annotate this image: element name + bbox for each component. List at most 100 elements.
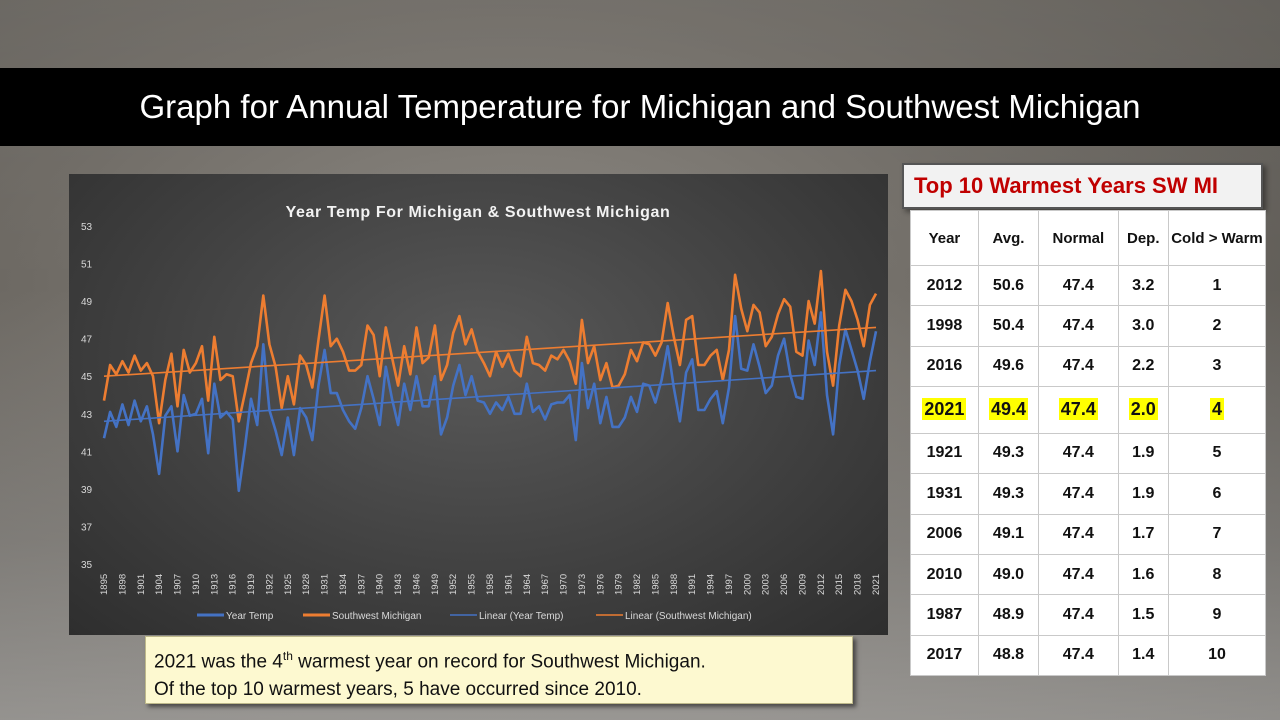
- y-tick-label: 39: [81, 485, 93, 496]
- cell-avg: 49.3: [977, 432, 1040, 475]
- x-tick-label: 1970: [559, 574, 570, 595]
- cell-year: 2012: [910, 264, 979, 307]
- x-tick-label: 1973: [577, 574, 588, 595]
- cell-dep: 1.4: [1117, 634, 1169, 677]
- cell-year: 1987: [910, 594, 979, 636]
- cell-text: 49.3: [992, 444, 1025, 462]
- x-tick-label: 1943: [393, 574, 404, 595]
- cell-text: 2012: [926, 276, 963, 294]
- cell-text: 47.4: [1062, 276, 1094, 294]
- cell-text: 47.4: [1062, 357, 1094, 375]
- series-line-3: [103, 326, 877, 378]
- y-tick-label: 45: [81, 372, 93, 383]
- table-header-row: Year Avg. Normal Dep. Cold > Warm: [910, 210, 1266, 266]
- cell-text: 2017: [926, 646, 963, 664]
- cell-rank: 10: [1168, 634, 1266, 677]
- cell-text: 47.4: [1062, 525, 1094, 543]
- x-tick-label: 1955: [467, 574, 478, 595]
- cell-dep: 2.0: [1117, 386, 1169, 434]
- x-tick-label: 2009: [797, 574, 808, 595]
- line-chart: Year Temp For Michigan & Southwest Michi…: [69, 174, 888, 635]
- page-title: Graph for Annual Temperature for Michiga…: [139, 88, 1141, 125]
- x-tick-label: 1985: [650, 574, 661, 595]
- x-tick-label: 1928: [301, 574, 312, 595]
- chart-svg: Year Temp For Michigan & Southwest Michi…: [81, 204, 882, 622]
- cell-normal: 47.4: [1038, 473, 1119, 515]
- x-tick-label: 1919: [246, 574, 257, 595]
- note-box: 2021 was the 4th warmest year on record …: [145, 636, 853, 704]
- x-tick-label: 1982: [632, 574, 643, 595]
- cell-rank: 4: [1168, 386, 1266, 434]
- cell-text: 2006: [926, 525, 963, 543]
- cell-text: 1.4: [1132, 646, 1155, 664]
- x-tick-label: 1922: [264, 574, 275, 595]
- x-tick-label: 1991: [687, 574, 698, 595]
- header-year: Year: [910, 210, 979, 266]
- cell-avg: 49.6: [977, 345, 1040, 388]
- cell-text: 1987: [926, 605, 963, 623]
- cell-normal: 47.4: [1038, 432, 1119, 475]
- cell-text: 9: [1212, 605, 1222, 623]
- cell-rank: 1: [1168, 264, 1266, 307]
- cell-text: 6: [1212, 484, 1222, 502]
- x-tick-label: 1940: [375, 574, 386, 595]
- y-tick-label: 53: [81, 222, 93, 233]
- cell-text: 8: [1212, 565, 1222, 583]
- cell-year: 1931: [910, 473, 979, 515]
- cell-text: 49.1: [992, 525, 1025, 543]
- x-tick-label: 1907: [173, 574, 184, 595]
- cell-normal: 47.4: [1038, 386, 1119, 434]
- x-tick-label: 1916: [228, 574, 239, 595]
- cell-text: 2.0: [1128, 398, 1158, 421]
- y-tick-label: 49: [81, 297, 93, 308]
- cell-normal: 47.4: [1038, 264, 1119, 307]
- legend-label: Linear (Year Temp): [479, 611, 564, 622]
- cell-text: 47.4: [1062, 444, 1094, 462]
- cell-text: 7: [1212, 525, 1222, 543]
- cell-dep: 1.5: [1117, 594, 1169, 636]
- cell-year: 2006: [910, 513, 979, 555]
- cell-normal: 47.4: [1038, 553, 1119, 596]
- cell-text: 1931: [926, 484, 963, 502]
- cell-avg: 49.4: [977, 386, 1040, 434]
- y-tick-label: 41: [81, 447, 93, 458]
- header-dep: Dep.: [1117, 210, 1169, 266]
- x-tick-label: 1967: [540, 574, 551, 595]
- cell-rank: 7: [1168, 513, 1266, 555]
- x-tick-label: 1904: [154, 574, 165, 595]
- cell-year: 2017: [910, 634, 979, 677]
- cell-text: 1: [1212, 276, 1222, 294]
- cell-text: 47.4: [1062, 317, 1094, 335]
- cell-text: 47.4: [1062, 565, 1094, 583]
- cell-text: 47.4: [1058, 398, 1098, 421]
- series-line-1: [102, 269, 878, 425]
- table-row: 2017 48.8 47.4 1.4 10: [910, 634, 1266, 677]
- cell-avg: 49.1: [977, 513, 1040, 555]
- cell-text: 47.4: [1062, 646, 1094, 664]
- cell-avg: 49.0: [977, 553, 1040, 596]
- cell-rank: 5: [1168, 432, 1266, 475]
- table-row: 1931 49.3 47.4 1.9 6: [910, 473, 1266, 515]
- cell-year: 1921: [910, 432, 979, 475]
- cell-dep: 1.7: [1117, 513, 1169, 555]
- cell-text: 1921: [926, 444, 963, 462]
- table-title: Top 10 Warmest Years SW MI: [914, 173, 1219, 198]
- cell-dep: 3.2: [1117, 264, 1169, 307]
- title-bar: Graph for Annual Temperature for Michiga…: [0, 68, 1280, 146]
- cell-normal: 47.4: [1038, 513, 1119, 555]
- cell-text: 48.9: [992, 605, 1025, 623]
- y-tick-label: 35: [81, 560, 93, 571]
- cell-dep: 1.9: [1117, 432, 1169, 475]
- note-line-2: Of the top 10 warmest years, 5 have occu…: [154, 679, 642, 701]
- x-tick-label: 2003: [761, 574, 772, 595]
- x-tick-label: 1931: [320, 574, 331, 595]
- cell-text: 47.4: [1062, 605, 1094, 623]
- header-avg: Avg.: [977, 210, 1040, 266]
- cell-text: 49.3: [992, 484, 1025, 502]
- cell-year: 2010: [910, 553, 979, 596]
- cell-text: 2010: [926, 565, 963, 583]
- cell-year: 2016: [910, 345, 979, 388]
- table-title-box: Top 10 Warmest Years SW MI: [902, 163, 1263, 209]
- x-tick-label: 1895: [99, 574, 110, 595]
- cell-text: 3.0: [1132, 317, 1155, 335]
